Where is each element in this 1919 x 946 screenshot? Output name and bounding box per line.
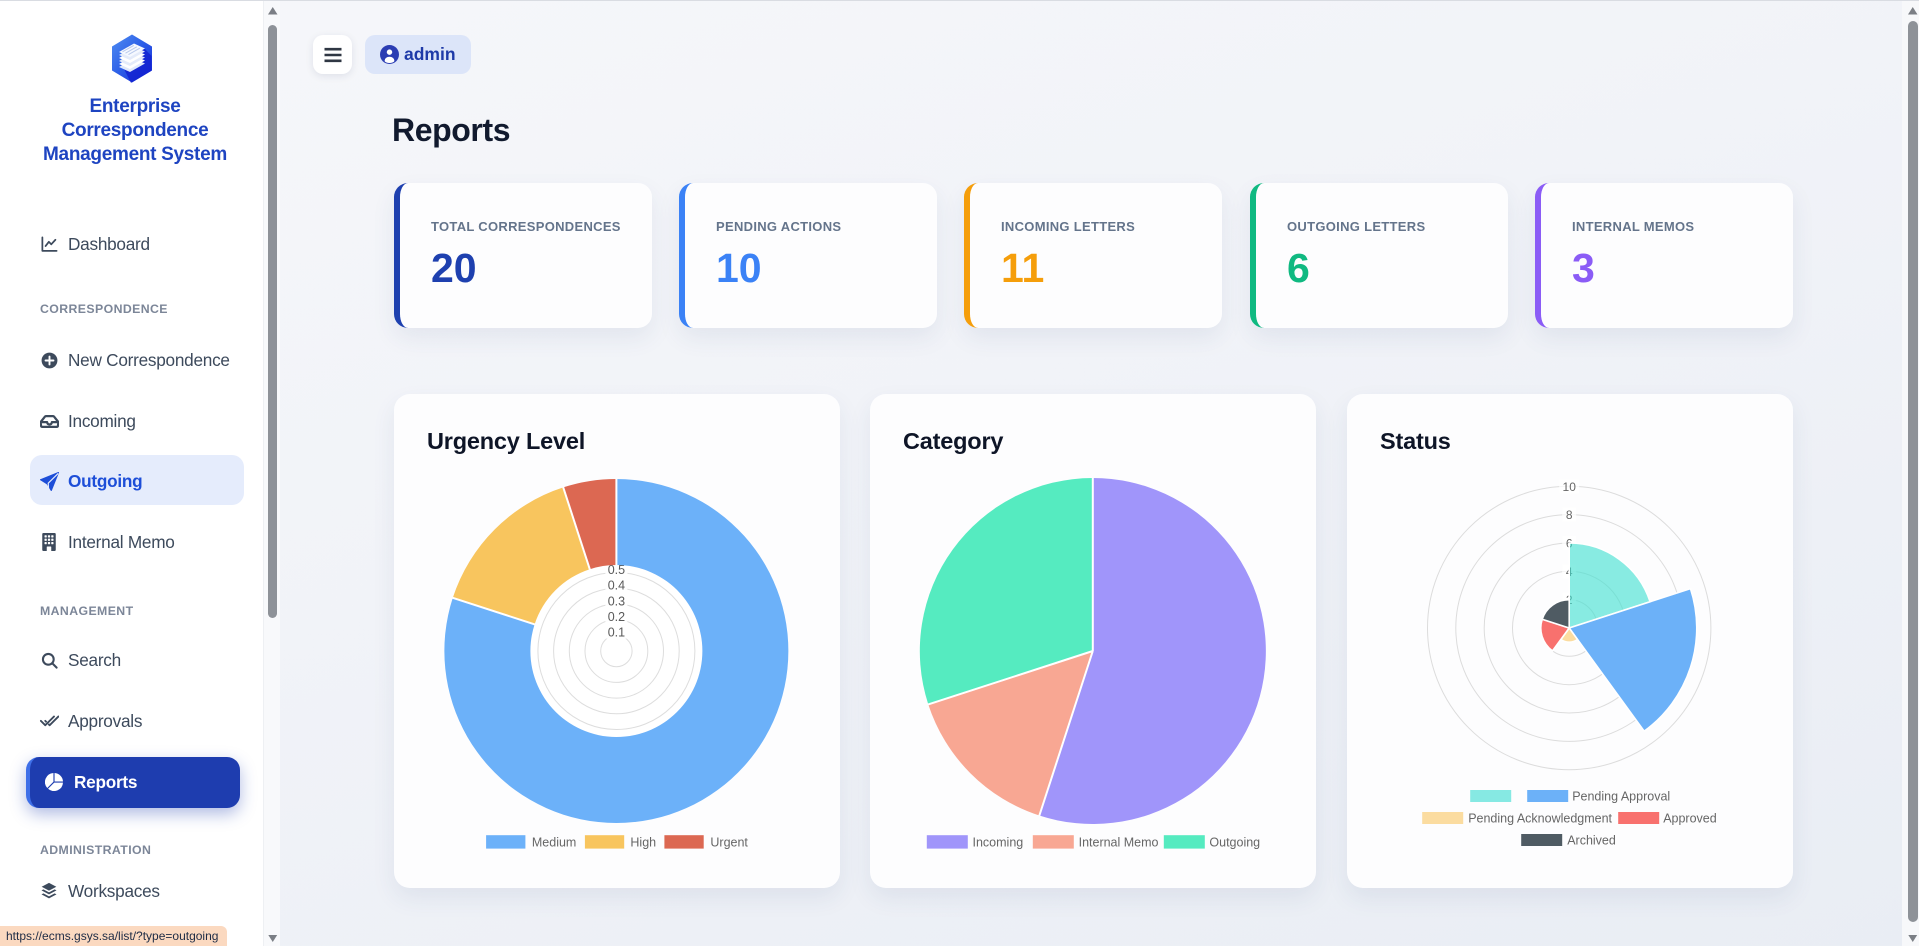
svg-text:Archived: Archived [1567,833,1616,847]
svg-text:0.3: 0.3 [608,594,625,608]
svg-text:Medium: Medium [532,835,576,849]
svg-text:Incoming: Incoming [973,835,1024,849]
svg-text:Pending Acknowledgment: Pending Acknowledgment [1468,811,1612,825]
svg-text:Pending Approval: Pending Approval [1572,789,1670,803]
svg-text:0.2: 0.2 [608,610,625,624]
svg-text:Approved: Approved [1663,811,1717,825]
svg-text:High: High [630,835,656,849]
svg-text:Outgoing: Outgoing [1209,835,1260,849]
svg-text:8: 8 [1566,508,1573,522]
svg-text:0.4: 0.4 [608,579,625,593]
svg-text:10: 10 [1563,480,1577,494]
svg-text:0.5: 0.5 [608,563,625,577]
svg-text:0.1: 0.1 [608,626,625,640]
svg-text:Urgent: Urgent [710,835,748,849]
svg-text:Internal Memo: Internal Memo [1079,835,1159,849]
